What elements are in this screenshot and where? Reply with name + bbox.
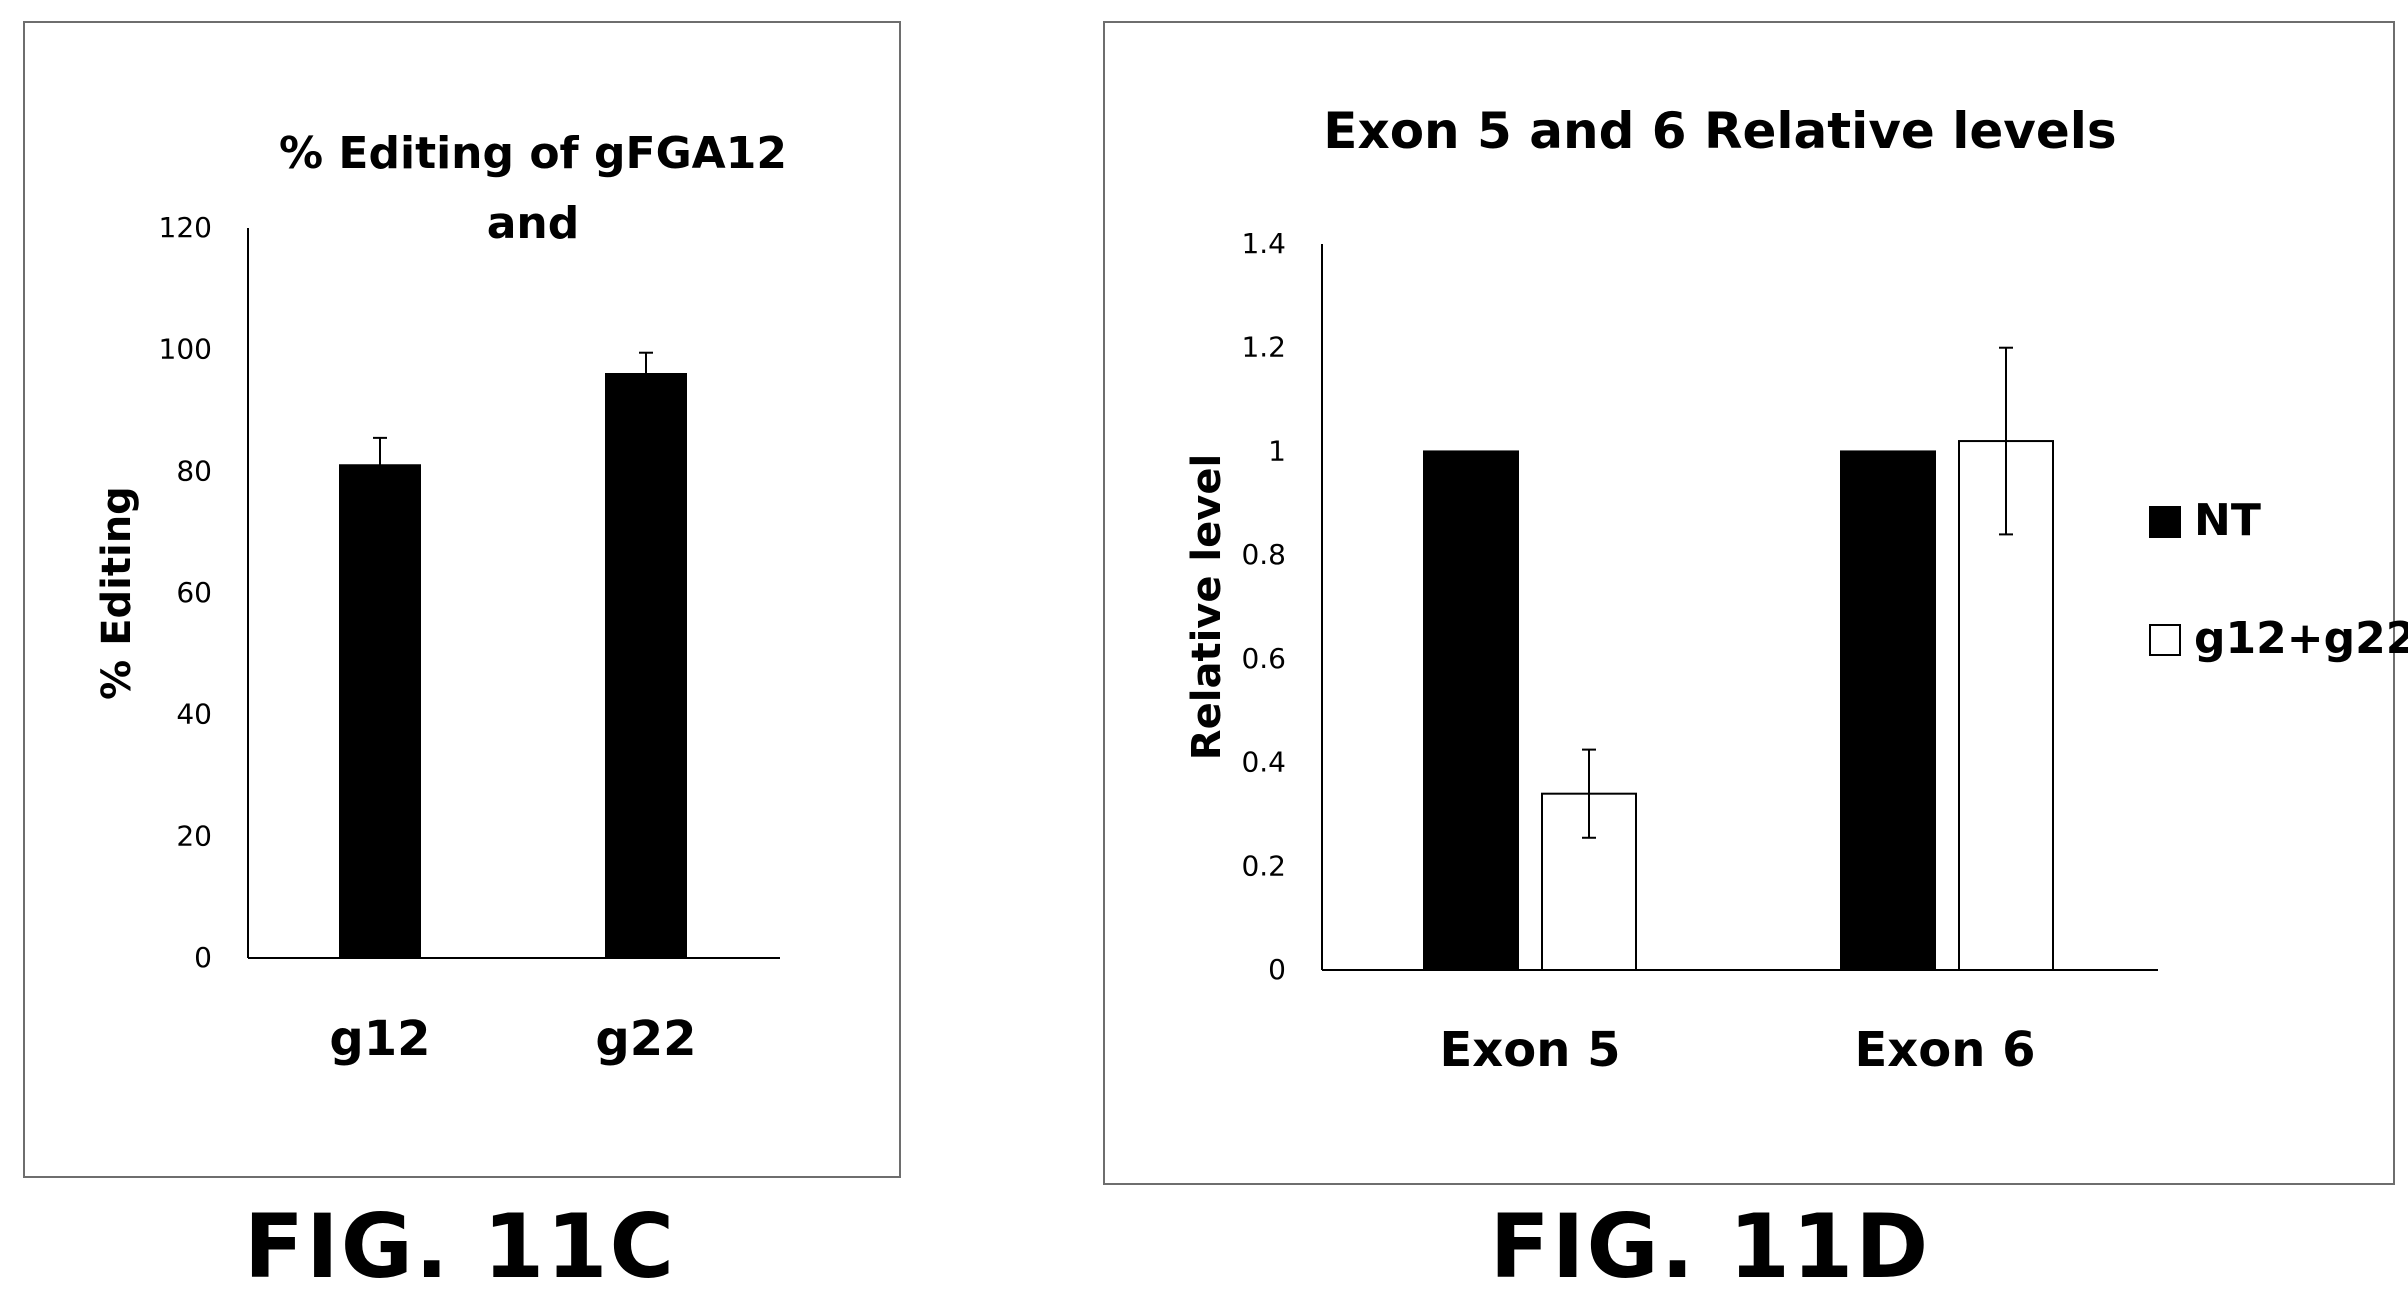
bar (1423, 450, 1519, 971)
chart-frame (23, 21, 901, 1178)
y-tick-label: 1.4 (1241, 227, 1286, 260)
x-tick-label: Exon 6 (1854, 1022, 2035, 1078)
y-tick-label: 100 (159, 333, 212, 366)
figure-caption-11c: FIG. 11C (243, 1195, 677, 1298)
y-tick-label: 0.6 (1241, 642, 1286, 675)
x-tick-label: g12 (329, 1011, 430, 1067)
y-tick-label: 120 (159, 211, 212, 244)
y-tick-label: 0.8 (1241, 538, 1286, 571)
bar (605, 373, 687, 959)
x-tick-label: g22 (595, 1011, 696, 1067)
chart-frame (1103, 21, 2395, 1185)
y-tick-label: 40 (176, 698, 212, 731)
y-tick-label: 20 (176, 819, 212, 852)
y-tick-label: 1.2 (1241, 331, 1286, 364)
chart-11c: % Editing of gFGA12 and 0 20 40 60 80 100 120 % E… (23, 21, 901, 1178)
y-tick-label: 0.4 (1241, 746, 1286, 779)
x-tick-label: Exon 5 (1439, 1022, 1620, 1078)
legend-label: g12+g22 (2194, 613, 2408, 664)
chart-title: Exon 5 and 6 Relative levels (1323, 102, 2116, 160)
legend-swatch (2149, 624, 2181, 656)
chart-title: and (487, 198, 580, 249)
y-axis-label: % Editing (94, 486, 140, 700)
y-axis-label: Relative level (1184, 454, 1230, 760)
legend-swatch (2149, 506, 2181, 538)
y-tick-label: 1 (1268, 434, 1286, 467)
y-tick-label: 0 (1268, 953, 1286, 986)
legend-label: NT (2194, 495, 2261, 546)
bar (1840, 450, 1936, 971)
chart-11d: Exon 5 and 6 Relative levels 0 0.2 0.4 0.6 0.… (1103, 21, 2408, 1185)
bar (339, 464, 421, 959)
y-tick-label: 0.2 (1241, 849, 1286, 882)
chart-title: % Editing of gFGA12 (279, 128, 787, 179)
figure-11d: Exon 5 and 6 Relative levels 0 0.2 0.4 0.6 0.… (1000, 0, 2408, 1311)
figure-11c: % Editing of gFGA12 and 0 20 40 60 80 100 120 % E… (0, 0, 920, 1311)
y-tick-label: 60 (176, 576, 212, 609)
figure-caption-11d: FIG. 11D (1489, 1195, 1931, 1298)
y-tick-label: 0 (194, 941, 212, 974)
y-tick-label: 80 (176, 454, 212, 487)
